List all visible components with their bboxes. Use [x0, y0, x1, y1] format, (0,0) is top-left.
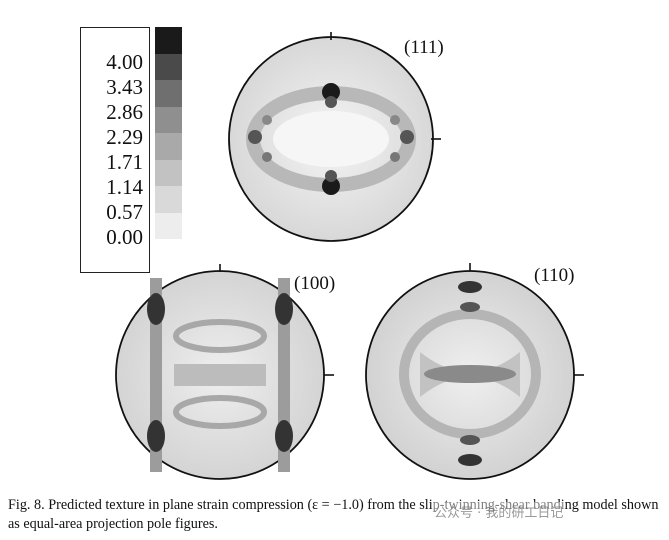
colorbar-step	[155, 80, 182, 107]
pole-figure-110	[365, 263, 584, 480]
colorbar-step	[155, 159, 182, 186]
pole-figure-label: (110)	[534, 265, 575, 286]
colorbar-step	[155, 133, 182, 160]
colorbar-step	[155, 106, 182, 133]
watermark: 公众号 · 我的研工日记	[432, 502, 566, 521]
legend-value: 2.86	[106, 100, 143, 124]
legend-value: 3.43	[106, 75, 143, 99]
pole-figure-100	[115, 264, 334, 480]
colorbar-step	[155, 186, 182, 213]
colorbar-step	[155, 27, 182, 54]
legend-value: 0.57	[106, 200, 143, 224]
figure-caption: Fig. 8. Predicted texture in plane strai…	[8, 497, 659, 532]
intensity-colorbar	[155, 27, 182, 239]
intensity-legend: 4.00 3.43 2.86 2.29 1.71 1.14 0.57 0.00	[80, 27, 150, 273]
legend-value: 4.00	[106, 50, 143, 74]
legend-value: 1.71	[106, 150, 143, 174]
pole-figure-label: (100)	[294, 273, 336, 294]
pole-figure-111	[228, 32, 441, 242]
legend-value: 1.14	[106, 175, 143, 199]
legend-value: 2.29	[106, 125, 143, 149]
colorbar-step	[155, 53, 182, 80]
colorbar-step	[155, 212, 182, 239]
legend-value: 0.00	[106, 225, 143, 249]
pole-figure-label: (111)	[404, 37, 444, 58]
